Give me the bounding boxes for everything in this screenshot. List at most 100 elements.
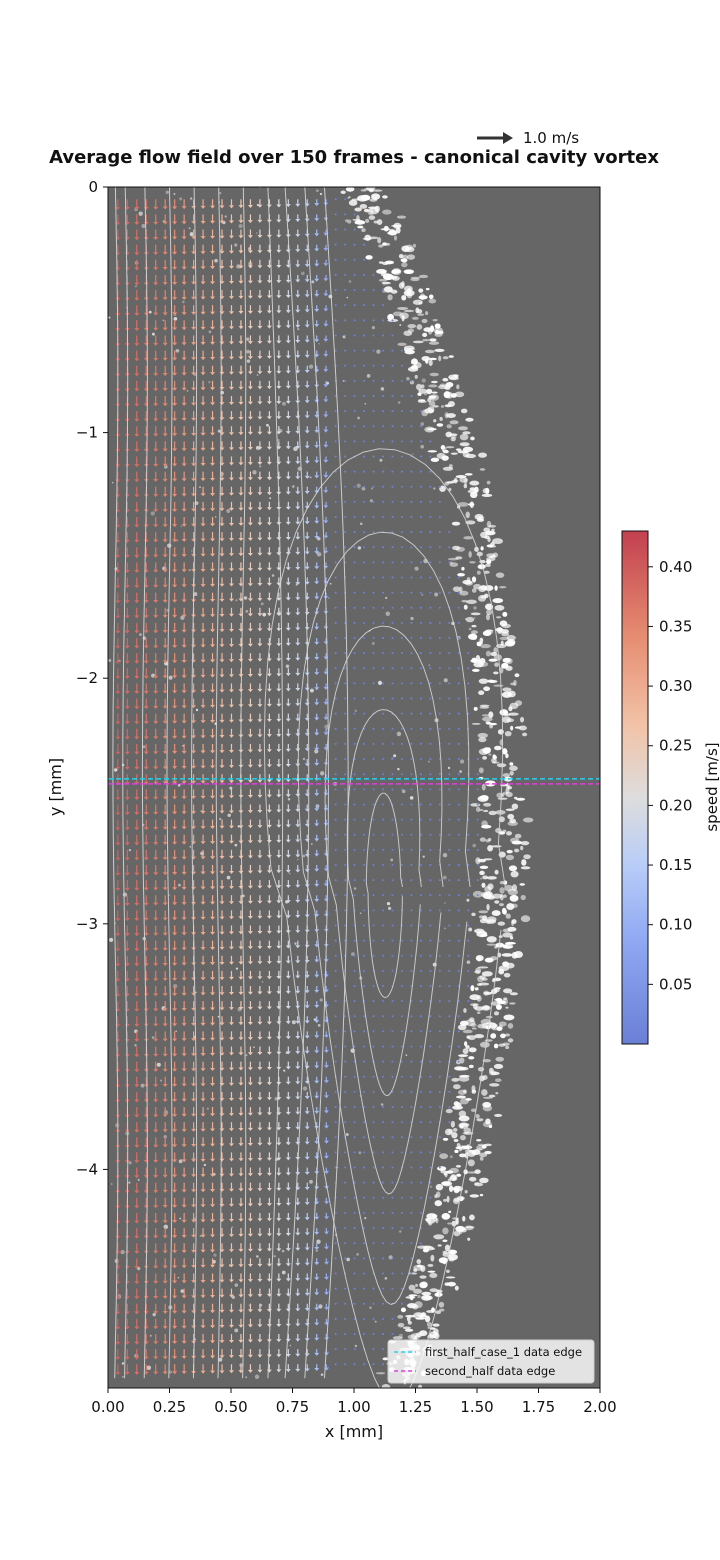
particle-speck [479,915,485,919]
particle-speck [281,1249,285,1253]
velocity-arrowhead [228,961,234,965]
particle-speck [466,960,471,964]
velocity-arrowhead [124,570,130,574]
velocity-arrowhead [115,1054,121,1058]
velocity-arrowhead [247,371,253,375]
particle-speck [439,1153,449,1160]
particle-speck [502,657,511,663]
velocity-arrowhead [266,446,272,450]
velocity-arrowhead [153,448,159,452]
velocity-arrowhead [323,626,329,630]
velocity-arrowhead [181,705,187,709]
particle-speck [380,228,391,231]
particle-speck [318,1304,323,1309]
particle-speck [427,760,430,763]
particle-speck [397,767,400,771]
velocity-arrowhead [285,385,291,389]
particle-speck [482,1104,493,1112]
velocity-arrowhead [276,976,282,980]
particle-speck [513,679,517,686]
particle-speck [429,372,440,377]
particle-speck [235,599,238,602]
particle-speck [418,388,427,394]
velocity-arrowhead [276,733,282,737]
velocity-arrowhead [324,1231,329,1235]
velocity-arrowhead [276,249,282,253]
particle-speck [273,1255,276,1258]
velocity-arrowhead [247,613,253,617]
velocity-arrowhead [172,433,178,437]
particle-speck [109,937,114,942]
particle-speck [500,1033,506,1039]
velocity-arrowhead [200,342,206,346]
velocity-arrowhead [162,1159,168,1163]
velocity-arrowhead [200,932,206,936]
particle-speck [440,444,446,450]
particle-speck [448,1210,452,1214]
velocity-arrowhead [304,1020,310,1024]
particle-speck [482,1074,488,1080]
velocity-arrowhead [314,899,320,903]
particle-speck [206,1107,210,1110]
velocity-arrowhead [304,1217,310,1221]
particle-speck [412,340,424,344]
velocity-arrowhead [285,1157,291,1161]
velocity-arrowhead [324,1261,329,1265]
particle-speck [432,405,439,408]
velocity-arrowhead [314,293,320,297]
particle-speck [499,636,510,641]
velocity-arrowhead [228,1173,234,1177]
particle-speck [199,486,201,489]
velocity-arrow [334,289,337,292]
velocity-arrowhead [314,656,320,660]
particle-speck [464,473,473,476]
velocity-arrowhead [115,993,121,997]
particle-speck [292,485,295,488]
velocity-arrowhead [153,1220,159,1224]
velocity-arrowhead [323,1201,329,1205]
particle-speck [440,405,445,408]
velocity-arrowhead [210,1370,216,1374]
velocity-arrowhead [134,766,140,770]
velocity-arrowhead [257,1339,263,1343]
particle-speck [412,243,417,248]
velocity-arrowhead [295,1096,301,1100]
velocity-arrowhead [153,675,159,679]
velocity-arrowhead [181,523,187,527]
particle-speck [457,573,465,577]
velocity-arrowhead [181,629,187,633]
velocity-arrow [334,863,337,866]
velocity-arrowhead [228,855,234,859]
velocity-arrowhead [314,1004,320,1008]
particle-speck [434,348,445,353]
velocity-arrow [334,500,337,503]
particle-speck [481,824,492,829]
velocity-arrowhead [228,568,234,572]
velocity-arrowhead [257,1021,263,1025]
velocity-arrowhead [314,702,320,706]
velocity-arrowhead [115,691,121,695]
velocity-arrowhead [266,522,272,526]
particle-speck [468,1056,475,1060]
velocity-arrowhead [153,236,159,240]
velocity-arrowhead [210,977,216,981]
particle-speck [410,364,418,370]
velocity-arrowhead [247,673,253,677]
velocity-arrowhead [247,220,253,224]
velocity-arrowhead [314,974,320,978]
velocity-arrowhead [200,705,206,709]
velocity-arrowhead [115,207,121,211]
velocity-arrowhead [266,1248,272,1252]
velocity-arrowhead [162,1356,168,1360]
velocity-arrowhead [191,1265,197,1269]
velocity-arrowhead [181,644,187,648]
velocity-arrowhead [191,1083,197,1087]
particle-speck [505,791,513,798]
velocity-arrowhead [143,706,149,710]
particle-speck [521,859,527,866]
particle-speck [453,477,458,484]
velocity-arrowhead [191,796,197,800]
particle-speck [466,1171,478,1174]
particle-speck [178,1159,183,1164]
velocity-arrowhead [162,1099,168,1103]
